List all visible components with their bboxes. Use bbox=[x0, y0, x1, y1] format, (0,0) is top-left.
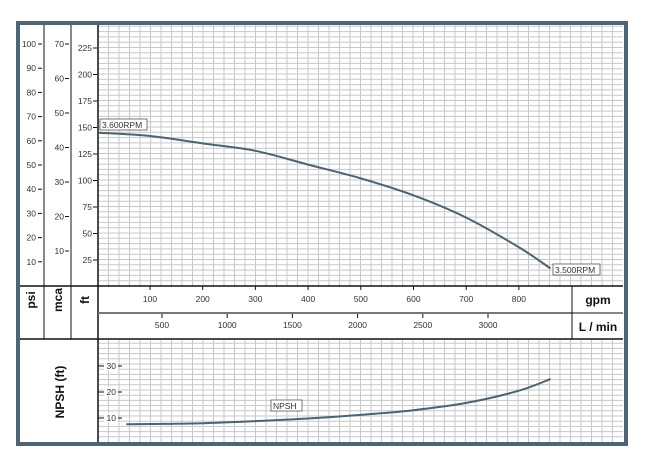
psi-tick-label: 60 bbox=[27, 136, 37, 146]
labels: 10 20 30 40 50 60 70 80 90 100 10 20 30 40 50 60 70 25 50 7… bbox=[22, 39, 617, 423]
lmin-band bbox=[98, 314, 572, 338]
npsh-tick-bg bbox=[104, 413, 118, 422]
mca-tick-label: 30 bbox=[55, 177, 65, 187]
npsh-tick-bg bbox=[104, 387, 118, 396]
gpm-tick-label: 700 bbox=[459, 294, 473, 304]
mca-tick-label: 50 bbox=[55, 108, 65, 118]
gpm-tick-label: 400 bbox=[301, 294, 315, 304]
ft-tick-label: 150 bbox=[78, 123, 92, 133]
ft-tick-label: 50 bbox=[83, 229, 93, 239]
npsh-tick-label: 10 bbox=[107, 413, 117, 423]
npsh-tick-bg bbox=[104, 361, 118, 370]
axes bbox=[20, 25, 623, 442]
curves bbox=[98, 131, 552, 426]
mca-unit-label: mca bbox=[51, 288, 65, 312]
head-curve bbox=[98, 131, 552, 270]
psi-tick-label: 30 bbox=[27, 208, 37, 218]
rpm-label-end: 3.500RPM bbox=[555, 265, 595, 275]
lmin-unit-label: L / min bbox=[579, 320, 617, 334]
rpm-label-end-box bbox=[552, 263, 601, 276]
mca-tick-label: 40 bbox=[55, 143, 65, 153]
psi-tick-label: 70 bbox=[27, 112, 37, 122]
lmin-tick-label: 2500 bbox=[413, 320, 432, 330]
lmin-tick-label: 2000 bbox=[348, 320, 367, 330]
mca-tick-label: 60 bbox=[55, 74, 65, 84]
gpm-tick-label: 600 bbox=[406, 294, 420, 304]
psi-tick-label: 50 bbox=[27, 160, 37, 170]
mca-tick-label: 10 bbox=[55, 246, 65, 256]
psi-tick-label: 100 bbox=[22, 39, 36, 49]
gpm-tick-label: 200 bbox=[196, 294, 210, 304]
rpm-label-start-box bbox=[99, 118, 148, 131]
ft-unit-label: ft bbox=[78, 296, 92, 304]
psi-tick-label: 40 bbox=[27, 184, 37, 194]
ft-tick-label: 200 bbox=[78, 70, 92, 80]
psi-tick-label: 80 bbox=[27, 87, 37, 97]
gpm-tick-label: 100 bbox=[143, 294, 157, 304]
ft-tick-label: 100 bbox=[78, 176, 92, 186]
mca-tick-label: 20 bbox=[55, 212, 65, 222]
mca-tick-label: 70 bbox=[55, 39, 65, 49]
psi-tick-label: 20 bbox=[27, 233, 37, 243]
ft-tick-label: 225 bbox=[78, 43, 92, 53]
gpm-tick-label: 300 bbox=[248, 294, 262, 304]
rpm-label-start: 3.600RPM bbox=[102, 120, 142, 130]
npsh-curve bbox=[126, 378, 551, 426]
npsh-tick-label: 20 bbox=[107, 387, 117, 397]
gpm-tick-label: 800 bbox=[512, 294, 526, 304]
lmin-tick-label: 3000 bbox=[479, 320, 498, 330]
psi-tick-label: 10 bbox=[27, 257, 37, 267]
npsh-series-label: NPSH bbox=[273, 401, 297, 411]
npsh-series-label-box bbox=[270, 399, 303, 412]
lmin-tick-label: 1500 bbox=[283, 320, 302, 330]
gpm-tick-label: 500 bbox=[354, 294, 368, 304]
gpm-band bbox=[98, 287, 572, 313]
ft-tick-label: 175 bbox=[78, 96, 92, 106]
head-grid bbox=[98, 25, 623, 286]
psi-unit-label: psi bbox=[24, 291, 38, 308]
psi-tick-label: 90 bbox=[27, 63, 37, 73]
ft-tick-label: 125 bbox=[78, 149, 92, 159]
npsh-tick-label: 30 bbox=[107, 361, 117, 371]
npsh-grid bbox=[98, 339, 623, 442]
lmin-tick-label: 1000 bbox=[218, 320, 237, 330]
npsh-axis-label: NPSH (ft) bbox=[53, 366, 67, 419]
ft-tick-label: 25 bbox=[83, 255, 93, 265]
ft-tick-label: 75 bbox=[83, 202, 93, 212]
lmin-tick-label: 500 bbox=[155, 320, 169, 330]
gpm-unit-label: gpm bbox=[585, 293, 610, 307]
